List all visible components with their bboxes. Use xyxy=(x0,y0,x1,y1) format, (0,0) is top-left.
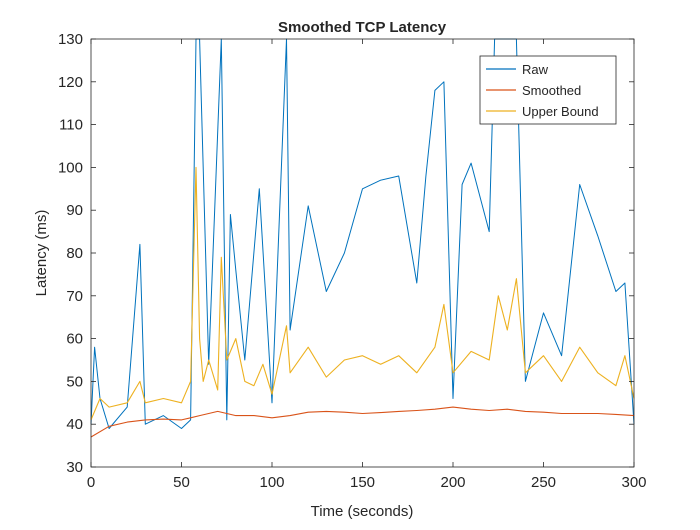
y-tick-label: 80 xyxy=(66,245,83,262)
y-tick-label: 60 xyxy=(66,331,83,348)
y-tick-label: 100 xyxy=(58,159,83,176)
y-tick-label: 90 xyxy=(66,202,83,219)
x-axis-label: Time (seconds) xyxy=(311,503,414,520)
y-tick-label: 30 xyxy=(66,459,83,476)
y-tick-label: 40 xyxy=(66,416,83,433)
y-tick-label: 50 xyxy=(66,373,83,390)
y-tick-label: 70 xyxy=(66,288,83,305)
legend-label-smoothed: Smoothed xyxy=(522,83,581,98)
series-line-smoothed xyxy=(90,406,635,438)
y-axis-label: Latency (ms) xyxy=(33,210,50,297)
x-tick-label: 50 xyxy=(173,474,190,491)
x-tick-label: 150 xyxy=(350,474,375,491)
x-tick-label: 0 xyxy=(87,474,95,491)
legend-label-raw: Raw xyxy=(522,62,549,77)
x-tick-label: 300 xyxy=(621,474,646,491)
x-axis: 0 50 100 150 200 250 300 xyxy=(87,39,647,491)
series-line-upper-bound xyxy=(90,166,635,421)
y-tick-label: 120 xyxy=(58,74,83,91)
y-tick-label: 130 xyxy=(58,31,83,48)
x-tick-label: 200 xyxy=(440,474,465,491)
legend-label-upper-bound: Upper Bound xyxy=(522,104,599,119)
x-tick-label: 250 xyxy=(531,474,556,491)
legend: Raw Smoothed Upper Bound xyxy=(479,55,617,125)
y-axis: 30 40 50 60 70 80 90 100 110 120 130 xyxy=(58,31,634,476)
x-tick-label: 100 xyxy=(259,474,284,491)
y-tick-label: 110 xyxy=(59,117,83,134)
chart-title: Smoothed TCP Latency xyxy=(278,19,447,36)
